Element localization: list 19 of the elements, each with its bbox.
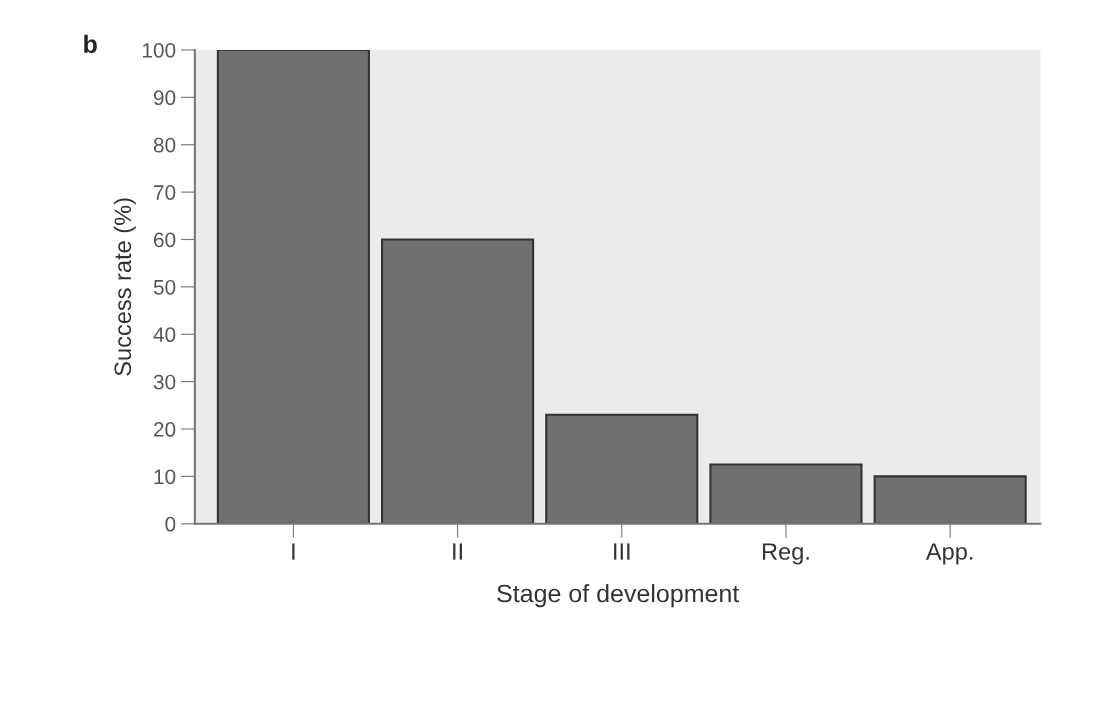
- x-tick-label: App.: [925, 543, 973, 565]
- y-tick-label: 70: [154, 185, 176, 200]
- y-tick-label: 50: [153, 279, 176, 295]
- x-tick-label: III: [614, 543, 630, 560]
- x-tick-label: II: [453, 543, 462, 560]
- y-tick-label: 30: [153, 374, 176, 390]
- text: b: [84, 34, 97, 54]
- y-tick-label: 80: [153, 137, 176, 153]
- y-tick-label: 90: [153, 90, 176, 106]
- y-tick-label: 40: [153, 327, 176, 343]
- x-tick-label: Reg.: [762, 543, 809, 565]
- y-tick-label: 10: [154, 469, 176, 485]
- x-axis-title: Stage of development: [497, 583, 740, 608]
- y-axis-title: Success rate (%): [113, 198, 136, 376]
- y-tick-label: 100: [142, 42, 176, 58]
- y-tick-label: 0: [165, 516, 176, 532]
- x-tick-label: I: [292, 543, 295, 560]
- y-tick-label: 60: [154, 232, 176, 248]
- y-tick-label: 20: [154, 422, 176, 437]
